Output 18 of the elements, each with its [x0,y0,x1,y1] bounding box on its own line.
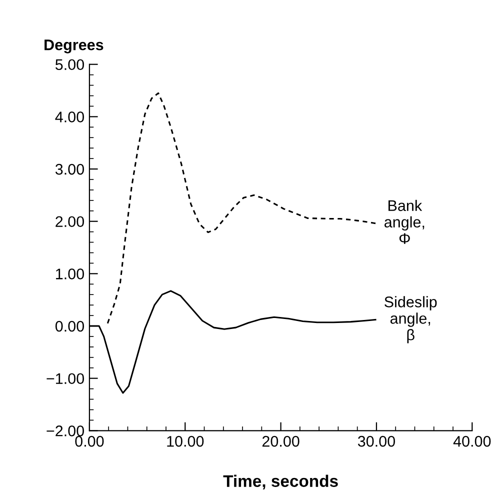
y-tick-label: 3.00 [55,164,84,175]
y-tick-label: −2.00 [46,426,84,436]
y-axis-title: Degrees [44,40,104,54]
y-tick-label: 4.00 [55,112,84,122]
x-tick-label: 10.00 [167,436,204,447]
x-tick-label: 40.00 [453,436,491,447]
y-tick-label: 5.00 [55,59,84,70]
series-label: Sideslip angle, β [384,296,437,344]
x-tick-label: 30.00 [358,436,395,447]
x-tick-label: 20.00 [262,436,300,447]
line-series [106,92,376,324]
x-axis-title: Time, seconds [223,474,338,490]
x-tick-label: 0.00 [75,436,104,447]
y-tick-label: 2.00 [56,216,84,228]
y-tick-label: 0.00 [55,320,84,332]
y-tick-label: −1.00 [46,373,84,384]
y-tick-label: 1.00 [56,268,84,280]
series-label: Bank angle, Φ [384,200,424,244]
